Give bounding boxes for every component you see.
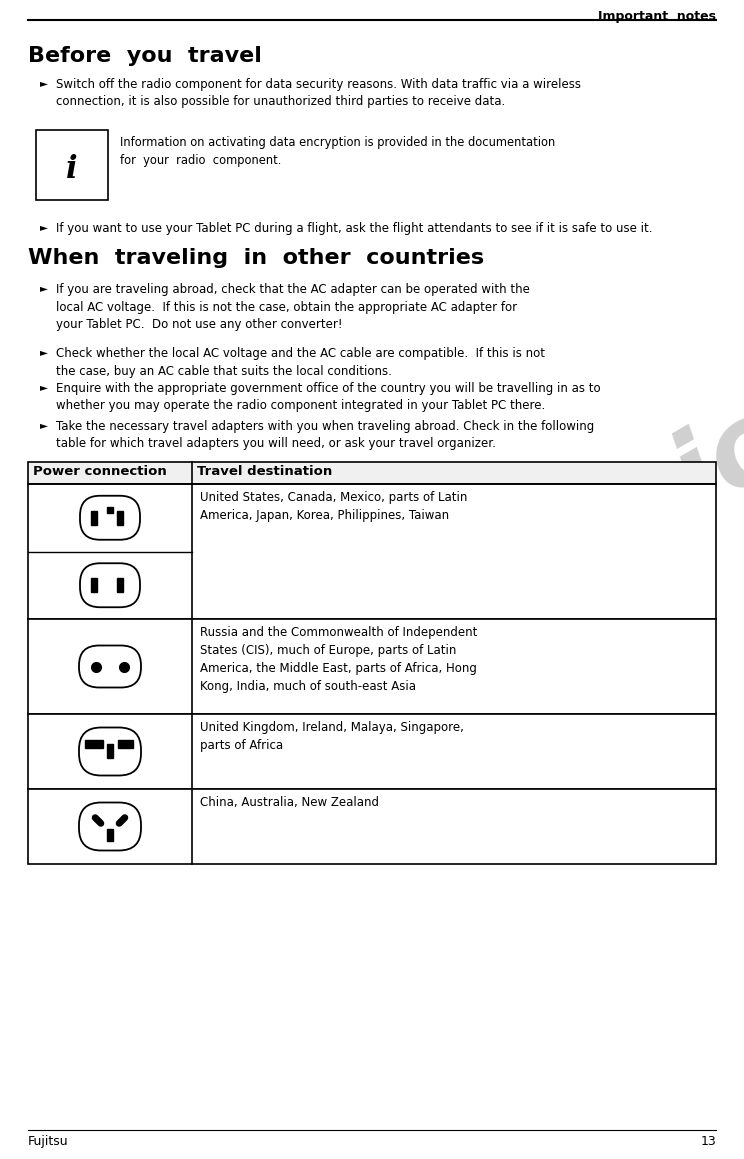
Bar bbox=[117, 578, 123, 592]
Text: 13: 13 bbox=[700, 1135, 716, 1149]
Text: Before  you  travel: Before you travel bbox=[28, 46, 262, 66]
Text: Power connection: Power connection bbox=[33, 465, 167, 478]
Bar bbox=[107, 744, 113, 758]
Text: Russia and the Commonwealth of Independent
States (CIS), much of Europe, parts o: Russia and the Commonwealth of Independe… bbox=[200, 626, 478, 693]
Text: Travel destination: Travel destination bbox=[197, 465, 333, 478]
Text: i: i bbox=[66, 153, 78, 184]
FancyBboxPatch shape bbox=[80, 496, 140, 540]
Text: Draft Version: Draft Version bbox=[104, 347, 744, 854]
Text: If you are traveling abroad, check that the AC adapter can be operated with the
: If you are traveling abroad, check that … bbox=[56, 283, 530, 331]
Text: United States, Canada, Mexico, parts of Latin
America, Japan, Korea, Philippines: United States, Canada, Mexico, parts of … bbox=[200, 491, 467, 522]
Text: When  traveling  in  other  countries: When traveling in other countries bbox=[28, 248, 484, 268]
Text: ►: ► bbox=[40, 223, 48, 232]
Text: ►: ► bbox=[40, 78, 48, 88]
Text: Enquire with the appropriate government office of the country you will be travel: Enquire with the appropriate government … bbox=[56, 382, 600, 413]
Bar bbox=[107, 829, 113, 840]
Bar bbox=[28, 789, 716, 863]
Bar bbox=[91, 511, 97, 525]
Text: If you want to use your Tablet PC during a flight, ask the flight attendants to : If you want to use your Tablet PC during… bbox=[56, 223, 652, 235]
Bar bbox=[118, 739, 133, 748]
Text: Switch off the radio component for data security reasons. With data traffic via : Switch off the radio component for data … bbox=[56, 78, 581, 109]
Bar bbox=[117, 511, 123, 525]
Text: ►: ► bbox=[40, 382, 48, 392]
Text: Important  notes: Important notes bbox=[598, 10, 716, 23]
Bar bbox=[28, 462, 716, 484]
Text: ►: ► bbox=[40, 420, 48, 430]
FancyBboxPatch shape bbox=[80, 563, 140, 607]
Text: United Kingdom, Ireland, Malaya, Singapore,
parts of Africa: United Kingdom, Ireland, Malaya, Singapo… bbox=[200, 721, 464, 752]
Text: China, Australia, New Zealand: China, Australia, New Zealand bbox=[200, 796, 379, 809]
Bar bbox=[28, 462, 716, 484]
Text: Information on activating data encryption is provided in the documentation
for  : Information on activating data encryptio… bbox=[120, 136, 555, 167]
Bar bbox=[36, 130, 108, 201]
Text: ►: ► bbox=[40, 347, 48, 357]
Text: ►: ► bbox=[40, 283, 48, 293]
FancyBboxPatch shape bbox=[79, 802, 141, 851]
Bar bbox=[28, 714, 716, 789]
FancyBboxPatch shape bbox=[79, 646, 141, 687]
Bar bbox=[28, 484, 716, 619]
Bar bbox=[85, 739, 103, 748]
Text: Check whether the local AC voltage and the AC cable are compatible.  If this is : Check whether the local AC voltage and t… bbox=[56, 347, 545, 378]
Bar bbox=[91, 578, 97, 592]
Bar bbox=[28, 619, 716, 714]
Text: Fujitsu: Fujitsu bbox=[28, 1135, 68, 1149]
Text: Take the necessary travel adapters with you when traveling abroad. Check in the : Take the necessary travel adapters with … bbox=[56, 420, 594, 451]
FancyBboxPatch shape bbox=[79, 728, 141, 775]
